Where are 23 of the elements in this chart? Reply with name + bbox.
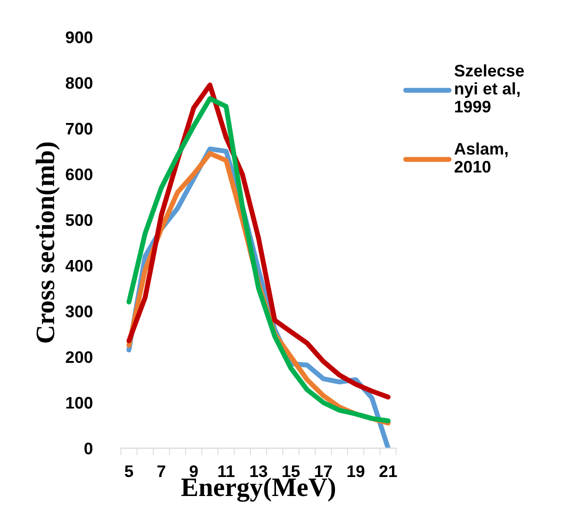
y-tick-label: 0	[84, 442, 92, 454]
x-tick-label: 13	[250, 465, 268, 478]
y-tick-label: 900	[66, 31, 92, 44]
x-tick-label: 9	[190, 465, 198, 478]
x-tick-label: 5	[124, 465, 134, 478]
x-tick-label: 21	[379, 465, 397, 477]
y-tick-label: 300	[66, 306, 92, 318]
y-tick-label: 400	[66, 260, 92, 272]
x-tick-label: 7	[157, 465, 166, 477]
x-tick-label: 11	[218, 465, 234, 477]
x-axis-title: Energy(MeV)	[181, 478, 336, 502]
y-tick-label: 200	[66, 351, 92, 364]
y-tick-label: 800	[66, 77, 92, 89]
y-tick-label: 700	[66, 122, 92, 135]
y-tick-label: 500	[66, 214, 92, 226]
legend-label: Aslam, 2010	[454, 142, 508, 173]
legend-label: Szelecse nyi et al, 1999	[454, 64, 524, 112]
x-tick-label: 17	[315, 465, 332, 477]
x-tick-label: 19	[347, 465, 364, 478]
x-tick-label: 15	[282, 465, 300, 478]
y-tick-label: 600	[66, 168, 92, 180]
y-tick-label: 100	[66, 396, 92, 409]
y-axis-title: Cross section(mb)	[36, 142, 60, 343]
